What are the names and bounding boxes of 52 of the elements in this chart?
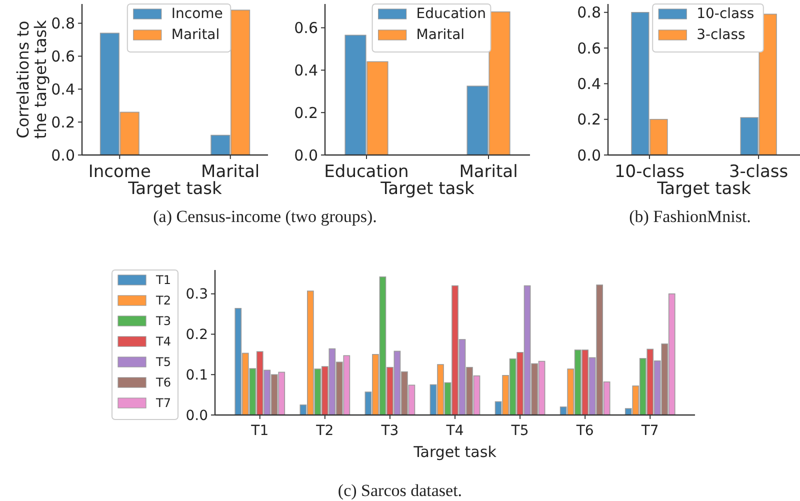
y-tick-label: 0.4	[51, 80, 75, 98]
y-axis-title: Correlations to the target task	[13, 19, 50, 139]
y-tick-label: 0.1	[186, 368, 208, 384]
legend-label: Education	[416, 6, 486, 22]
x-tick-label: Income	[88, 162, 151, 182]
legend-label: 10-class	[696, 6, 754, 22]
legend-label: T3	[155, 314, 171, 328]
x-tick-label: 3-class	[728, 162, 788, 182]
y-tick-label: 0.3	[186, 286, 208, 303]
x-tick-label: T4	[445, 423, 464, 439]
x-tick-label: T1	[250, 423, 269, 439]
x-axis-title: Target task	[127, 179, 222, 199]
x-tick-label: 10-class	[614, 162, 685, 182]
y-tick-label: 0.0	[186, 408, 208, 424]
y-tick-label: 0.0	[577, 146, 601, 164]
y-tick-label: 0.6	[577, 39, 601, 58]
legend-label: T1	[155, 273, 171, 287]
legend-label: T6	[155, 376, 171, 390]
y-tick-label: 0.0	[51, 146, 75, 164]
y-tick-label: 0.8	[577, 4, 601, 22]
x-tick-label: T7	[640, 423, 659, 439]
y-tick-label: 0.0	[294, 146, 318, 164]
y-tick-label: 0.2	[294, 104, 318, 122]
legend-label: Marital	[171, 27, 220, 43]
x-tick-label: Education	[324, 162, 409, 182]
text: (c) Sarcos dataset.	[338, 481, 462, 500]
x-tick-label: Marital	[459, 162, 518, 182]
legend-label: T5	[155, 355, 171, 369]
x-tick-label: Marital	[201, 162, 260, 182]
legend-label: Income	[171, 6, 223, 22]
x-axis-title: Target task	[656, 179, 752, 199]
legend-label: T7	[155, 396, 171, 410]
y-tick-label: 0.2	[186, 327, 208, 344]
y-tick-label: 0.2	[51, 113, 75, 132]
legend-label: T4	[155, 334, 171, 348]
y-tick-label: 0.6	[51, 47, 75, 66]
x-tick-label: T2	[315, 423, 334, 439]
legend-label: Marital	[416, 27, 465, 43]
y-tick-label: 0.6	[294, 19, 318, 38]
text: (a) Census-income (two groups).	[153, 207, 377, 226]
text: (b) FashionMnist.	[629, 207, 751, 226]
x-axis-title: Target task	[412, 443, 497, 461]
y-tick-label: 0.4	[294, 61, 318, 80]
y-tick-label: 0.8	[51, 14, 75, 33]
x-tick-label: T3	[380, 423, 399, 439]
legend-label: T2	[155, 294, 171, 308]
y-tick-label: 0.4	[577, 74, 601, 93]
y-tick-label: 0.2	[577, 110, 601, 129]
x-tick-label: T5	[510, 423, 529, 439]
x-axis-title: Target task	[380, 179, 475, 199]
legend-label: 3-class	[696, 27, 746, 43]
x-tick-label: T6	[575, 423, 594, 439]
